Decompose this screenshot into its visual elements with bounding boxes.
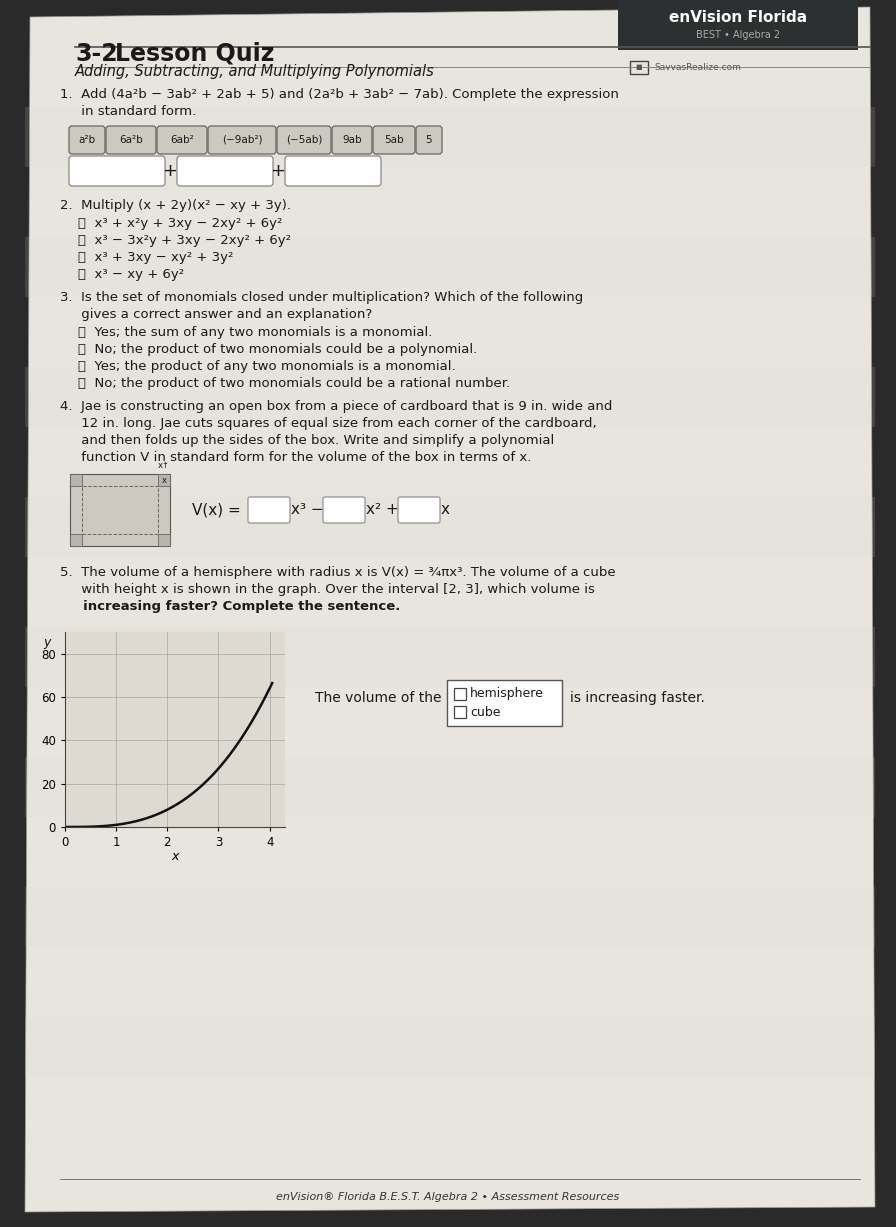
Text: 2.  Multiply (x + 2y)(x² − xy + 3y).: 2. Multiply (x + 2y)(x² − xy + 3y). [60,199,291,212]
Text: 12 in. long. Jae cuts squares of equal size from each corner of the cardboard,: 12 in. long. Jae cuts squares of equal s… [60,417,597,429]
Text: x↑: x↑ [158,461,170,470]
Bar [25,237,875,297]
Bar [25,757,875,817]
FancyBboxPatch shape [277,126,331,155]
Bar [158,534,170,546]
FancyBboxPatch shape [69,126,105,155]
Text: +: + [271,162,286,180]
X-axis label: x: x [171,850,178,864]
Text: 5ab: 5ab [384,135,404,145]
Bar [618,0,858,50]
Text: and then folds up the sides of the box. Write and simplify a polynomial: and then folds up the sides of the box. … [60,434,555,447]
Text: Ⓒ  x³ + 3xy − xy² + 3y²: Ⓒ x³ + 3xy − xy² + 3y² [78,252,233,264]
Bar [25,887,875,947]
Text: 6ab²: 6ab² [170,135,194,145]
FancyBboxPatch shape [398,497,440,523]
Text: (−9ab²): (−9ab²) [221,135,263,145]
Text: is increasing faster.: is increasing faster. [570,691,705,706]
Text: Adding, Subtracting, and Multiplying Polynomials: Adding, Subtracting, and Multiplying Pol… [75,64,435,79]
FancyBboxPatch shape [323,497,365,523]
Text: Ⓒ  Yes; the product of any two monomials is a monomial.: Ⓒ Yes; the product of any two monomials … [78,360,456,373]
FancyBboxPatch shape [157,126,207,155]
Text: BEST • Algebra 2: BEST • Algebra 2 [696,29,780,40]
Text: Lesson Quiz: Lesson Quiz [115,42,274,66]
FancyBboxPatch shape [208,126,276,155]
Bar [25,107,875,167]
Text: x: x [161,476,167,485]
Bar [25,627,875,687]
Bar [70,534,82,546]
Text: 3.  Is the set of monomials closed under multiplication? Which of the following: 3. Is the set of monomials closed under … [60,291,583,304]
Bar [25,367,875,427]
Text: 1.  Add (4a²b − 3ab² + 2ab + 5) and (2a²b + 3ab² − 7ab). Complete the expression: 1. Add (4a²b − 3ab² + 2ab + 5) and (2a²b… [60,88,619,101]
Bar [158,474,170,486]
Bar [82,486,158,534]
Bar [25,1017,875,1077]
Text: 5: 5 [426,135,432,145]
FancyBboxPatch shape [332,126,372,155]
Text: Ⓓ  No; the product of two monomials could be a rational number.: Ⓓ No; the product of two monomials could… [78,377,510,390]
Text: Ⓓ  x³ − xy + 6y²: Ⓓ x³ − xy + 6y² [78,267,184,281]
Text: V(x) =: V(x) = [192,503,246,518]
FancyBboxPatch shape [106,126,156,155]
Text: with height x is shown in the graph. Over the interval [2, 3], which volume is: with height x is shown in the graph. Ove… [60,583,595,596]
Text: 6a²b: 6a²b [119,135,142,145]
Text: 4.  Jae is constructing an open box from a piece of cardboard that is 9 in. wide: 4. Jae is constructing an open box from … [60,400,612,413]
Text: enVision® Florida B.E.S.T. Algebra 2 • Assessment Resources: enVision® Florida B.E.S.T. Algebra 2 • A… [276,1191,620,1202]
Text: in standard form.: in standard form. [60,106,196,118]
Text: x² +: x² + [366,503,399,518]
FancyBboxPatch shape [177,156,273,187]
Bar [630,61,648,74]
Polygon shape [25,7,875,1212]
Text: Ⓑ  No; the product of two monomials could be a polynomial.: Ⓑ No; the product of two monomials could… [78,344,478,356]
Bar [70,474,170,546]
Text: Ⓐ  Yes; the sum of any two monomials is a monomial.: Ⓐ Yes; the sum of any two monomials is a… [78,326,433,339]
Text: enVision Florida: enVision Florida [669,10,807,25]
Text: +: + [162,162,177,180]
Text: SavvasRealize.com: SavvasRealize.com [654,63,741,71]
Text: x³ −: x³ − [291,503,323,518]
Bar [25,497,875,557]
FancyBboxPatch shape [285,156,381,187]
Text: y: y [43,637,51,649]
FancyBboxPatch shape [373,126,415,155]
Text: a²b: a²b [79,135,96,145]
Text: hemisphere: hemisphere [470,687,544,701]
Text: x: x [441,503,450,518]
Text: gives a correct answer and an explanation?: gives a correct answer and an explanatio… [60,308,372,321]
Text: Ⓐ  x³ + x²y + 3xy − 2xy² + 6y²: Ⓐ x³ + x²y + 3xy − 2xy² + 6y² [78,217,282,229]
Text: Ⓑ  x³ − 3x²y + 3xy − 2xy² + 6y²: Ⓑ x³ − 3x²y + 3xy − 2xy² + 6y² [78,234,291,247]
FancyBboxPatch shape [416,126,442,155]
Text: 5.  The volume of a hemisphere with radius x is V(x) = ¾πx³. The volume of a cub: 5. The volume of a hemisphere with radiu… [60,566,616,579]
Text: 9ab: 9ab [342,135,362,145]
Text: ■: ■ [635,64,642,70]
Bar [454,706,466,718]
FancyBboxPatch shape [69,156,165,187]
Bar [70,474,82,486]
Text: function V in standard form for the volume of the box in terms of x.: function V in standard form for the volu… [60,452,531,464]
Text: increasing faster? Complete the sentence.: increasing faster? Complete the sentence… [60,600,401,614]
FancyBboxPatch shape [248,497,290,523]
Text: The volume of the: The volume of the [315,691,442,706]
Text: 3-2: 3-2 [75,42,117,66]
Bar [454,688,466,699]
Text: (−5ab): (−5ab) [286,135,323,145]
Bar [447,680,562,726]
Text: cube: cube [470,706,501,719]
